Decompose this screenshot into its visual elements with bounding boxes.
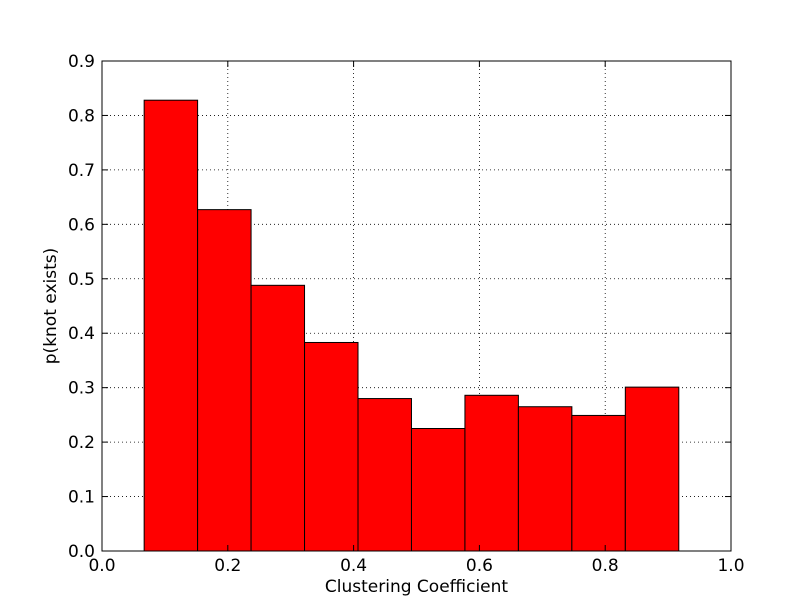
bar-6 [464, 394, 519, 552]
axes-frame [101, 60, 732, 552]
y-tick-label-4: 0.4 [68, 324, 95, 344]
bar-5 [410, 428, 466, 552]
x-axis-label: Clustering Coefficient [325, 577, 508, 597]
bar-4 [357, 398, 412, 552]
bar-7 [517, 406, 573, 552]
bars [143, 99, 680, 552]
y-tick-label-1: 0.1 [68, 488, 95, 508]
x-tick-label-5: 1.0 [717, 556, 744, 576]
bar-2 [250, 284, 306, 552]
x-tick-label-0: 0.0 [88, 556, 115, 576]
bar-1 [197, 209, 252, 552]
y-tick-label-5: 0.5 [68, 270, 95, 290]
x-tick-label-3: 0.6 [466, 556, 493, 576]
bar-9 [624, 386, 680, 552]
x-tick-label-4: 0.8 [592, 556, 619, 576]
y-axis-label: p(knot exists) [41, 248, 61, 364]
y-tick-label-3: 0.3 [68, 379, 95, 399]
y-tick-label-6: 0.6 [68, 215, 95, 235]
x-tick-label-1: 0.2 [214, 556, 241, 576]
y-tick-label-9: 0.9 [68, 52, 95, 72]
bar-3 [304, 341, 359, 552]
y-tick-label-0: 0.0 [68, 542, 95, 562]
bar-8 [571, 414, 626, 552]
y-tick-label-2: 0.2 [68, 433, 95, 453]
y-tick-label-7: 0.7 [68, 161, 95, 181]
bar-0 [143, 99, 199, 552]
x-tick-label-2: 0.4 [340, 556, 367, 576]
ticks: 0.0 0.2 0.4 0.6 0.8 1.0 0.0 0.1 0.2 0.3 0.4 0.5 0.6 0… [68, 52, 745, 576]
y-tick-label-8: 0.8 [68, 106, 95, 126]
